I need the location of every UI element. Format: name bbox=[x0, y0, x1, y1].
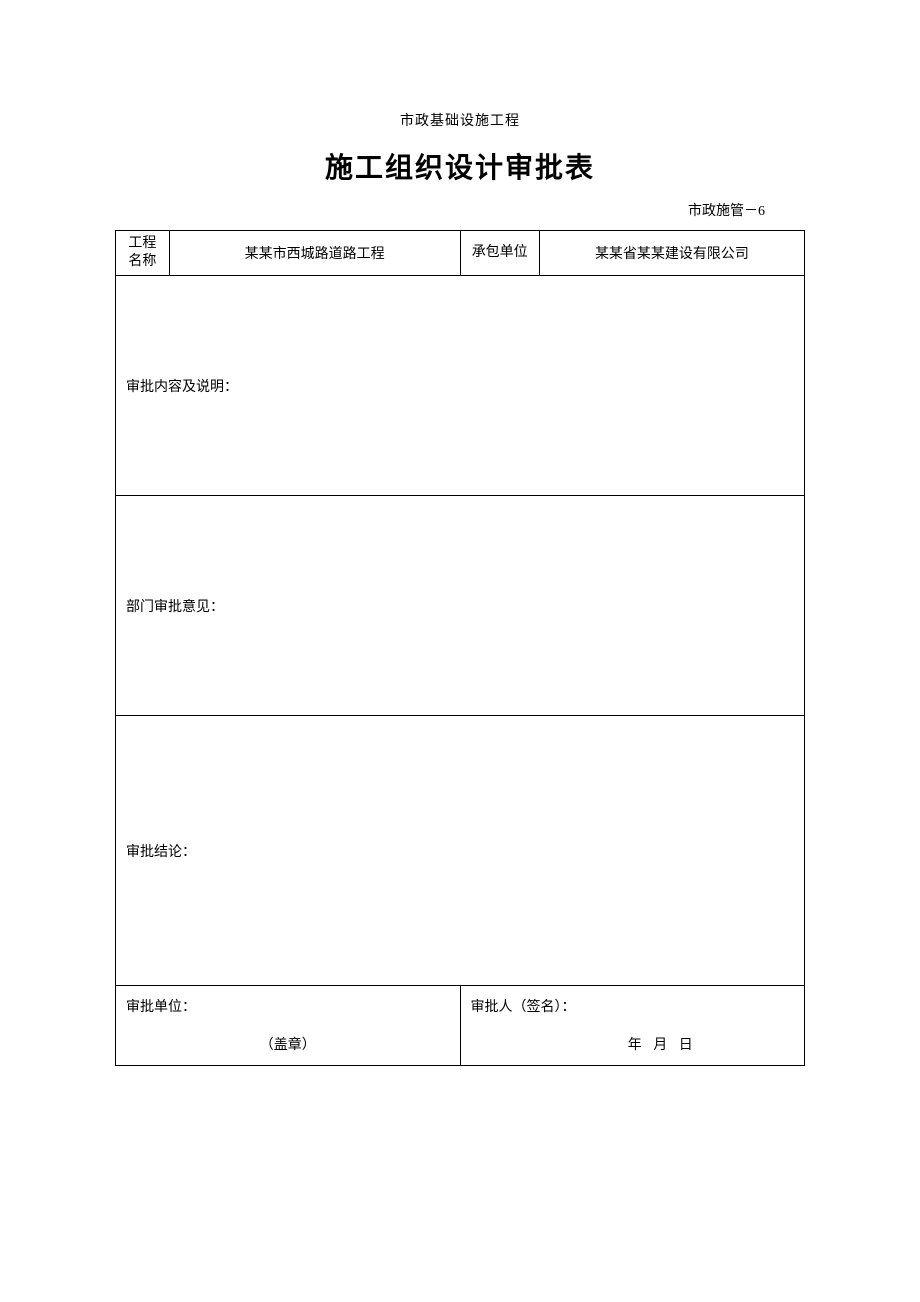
stamp-label: （盖章） bbox=[126, 1034, 450, 1054]
main-title: 施工组织设计审批表 bbox=[115, 146, 805, 186]
pre-title: 市政基础设施工程 bbox=[115, 110, 805, 130]
contractor-value: 某某省某某建设有限公司 bbox=[539, 231, 804, 276]
project-name-label: 工程名称 bbox=[116, 231, 170, 276]
content-section-row: 审批内容及说明： bbox=[116, 276, 805, 496]
contractor-label: 承包单位 bbox=[460, 231, 539, 276]
header-row: 工程名称 某某市西城路道路工程 承包单位 某某省某某建设有限公司 bbox=[116, 231, 805, 276]
conclusion-cell: 审批结论： bbox=[116, 716, 805, 986]
approver-label: 审批人（签名）： bbox=[471, 996, 795, 1016]
approval-unit-label: 审批单位： bbox=[126, 996, 450, 1016]
content-description-cell: 审批内容及说明： bbox=[116, 276, 805, 496]
approval-unit-cell: 审批单位： （盖章） bbox=[116, 986, 461, 1066]
approval-form-table: 工程名称 某某市西城路道路工程 承包单位 某某省某某建设有限公司 审批内容及说明… bbox=[115, 230, 805, 1066]
dept-opinion-row: 部门审批意见： bbox=[116, 496, 805, 716]
page-container: 市政基础设施工程 施工组织设计审批表 市政施管－6 工程名称 某某市西城路道路工… bbox=[0, 0, 920, 1066]
project-name-value: 某某市西城路道路工程 bbox=[169, 231, 460, 276]
date-label: 年 月 日 bbox=[471, 1034, 795, 1054]
form-code: 市政施管－6 bbox=[115, 200, 805, 220]
footer-row: 审批单位： （盖章） 审批人（签名）： 年 月 日 bbox=[116, 986, 805, 1066]
conclusion-row: 审批结论： bbox=[116, 716, 805, 986]
dept-opinion-cell: 部门审批意见： bbox=[116, 496, 805, 716]
approver-cell: 审批人（签名）： 年 月 日 bbox=[460, 986, 805, 1066]
